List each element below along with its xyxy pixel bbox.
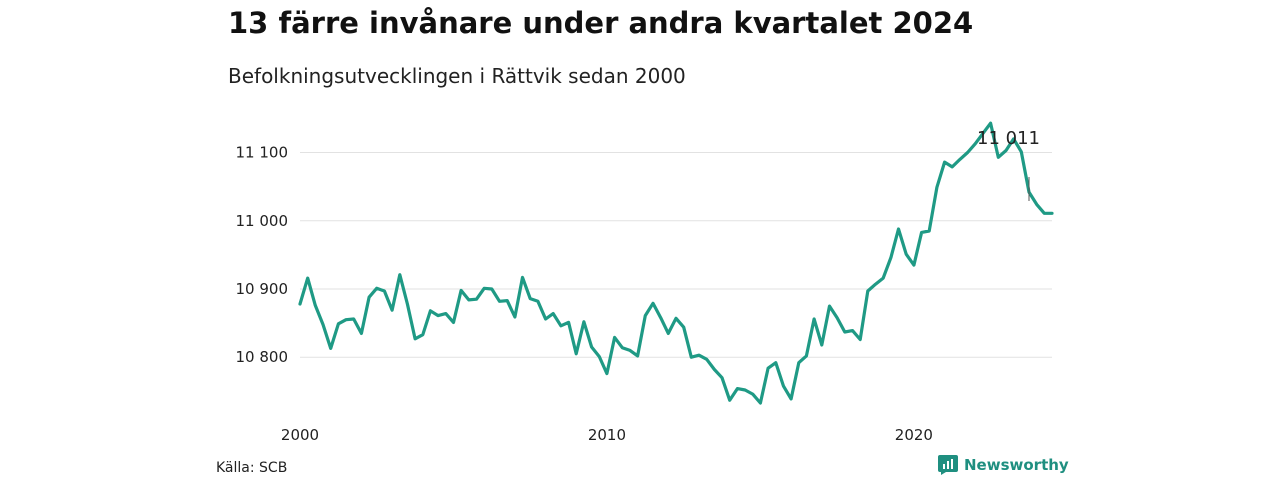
series-group <box>298 121 1054 405</box>
brand[interactable]: Newsworthy <box>938 455 1069 475</box>
source-note: Källa: SCB <box>216 460 288 476</box>
newsworthy-logo-icon <box>938 455 958 475</box>
y-tick-label: 11 100 <box>236 144 289 162</box>
y-axis: 10 800 10 900 11 000 11 100 <box>236 144 289 367</box>
x-tick-label: 2010 <box>588 426 626 444</box>
x-axis: 2000 2010 2020 <box>281 426 933 444</box>
series-line <box>298 121 1054 405</box>
y-tick-label: 10 900 <box>236 280 289 298</box>
x-tick-label: 2020 <box>895 426 933 444</box>
end-value-label: 11 011 <box>977 128 1040 149</box>
brand-name: Newsworthy <box>964 456 1069 474</box>
chart-title: 13 färre invånare under andra kvartalet … <box>228 6 974 40</box>
y-tick-label: 11 000 <box>236 212 289 230</box>
gridlines <box>300 152 1052 358</box>
y-tick-label: 10 800 <box>236 348 289 366</box>
annotations: 11 011 <box>977 128 1040 201</box>
x-tick-label: 2000 <box>281 426 319 444</box>
chart-subtitle: Befolkningsutvecklingen i Rättvik sedan … <box>228 64 686 88</box>
